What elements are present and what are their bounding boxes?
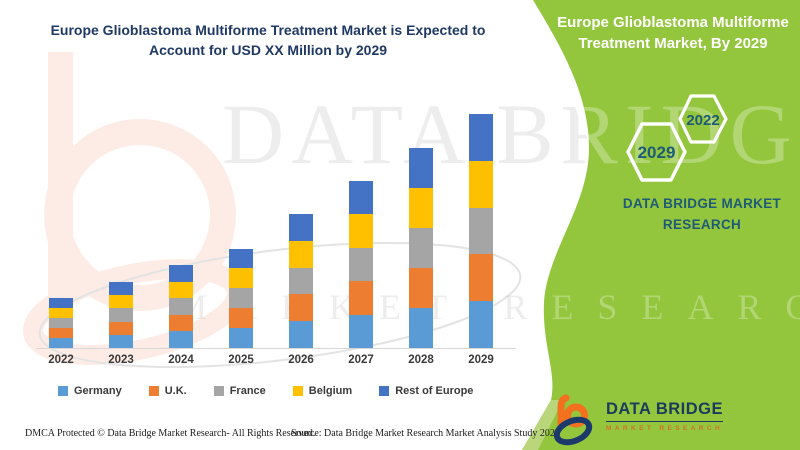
bar-segment-rest-of-europe bbox=[469, 114, 493, 161]
bar-segment-belgium bbox=[289, 240, 313, 268]
legend-label-rest-of-europe: Rest of Europe bbox=[395, 385, 474, 397]
bar-segment-germany bbox=[349, 314, 373, 348]
bar-segment-germany bbox=[409, 308, 433, 348]
bar-segment-rest-of-europe bbox=[409, 148, 433, 188]
year-hexagons: 2029 2022 bbox=[626, 94, 728, 182]
bar-2023 bbox=[109, 282, 133, 348]
bar-segment-germany bbox=[49, 338, 73, 348]
bar-segment-rest-of-europe bbox=[169, 265, 193, 282]
dmca-notice: DMCA Protected © Data Bridge Market Rese… bbox=[25, 428, 316, 439]
brand-wordmark: DATA BRIDGE MARKET RESEARCH bbox=[622, 196, 782, 232]
hexagon-2029 bbox=[626, 122, 687, 182]
bar-segment-u-k bbox=[49, 328, 73, 338]
legend-item-rest-of-europe: Rest of Europe bbox=[379, 385, 473, 397]
x-axis-label-2023: 2023 bbox=[108, 354, 134, 366]
x-axis-label-2029: 2029 bbox=[468, 354, 494, 366]
bar-segment-germany bbox=[289, 321, 313, 348]
legend-swatch-france bbox=[213, 386, 224, 396]
legend-item-france: France bbox=[213, 385, 266, 397]
legend-swatch-u-k bbox=[148, 386, 159, 396]
x-axis-labels: 2022 2023 2024 2025 2026 2027 2028 2029 bbox=[39, 354, 503, 366]
legend-item-u-k: U.K. bbox=[148, 385, 187, 397]
chart-legend: Germany U.K. France Belgium Rest of Europe bbox=[58, 385, 498, 397]
bar-segment-belgium bbox=[229, 268, 253, 289]
bar-2029 bbox=[469, 114, 493, 348]
bar-segment-france bbox=[349, 247, 373, 282]
bar-segment-belgium bbox=[49, 308, 73, 318]
legend-item-belgium: Belgium bbox=[292, 385, 353, 397]
legend-swatch-belgium bbox=[292, 386, 303, 396]
bar-segment-u-k bbox=[229, 308, 253, 329]
hexagon-2022 bbox=[678, 94, 728, 144]
bar-segment-germany bbox=[469, 301, 493, 348]
bar-segment-germany bbox=[169, 331, 193, 348]
bar-segment-germany bbox=[109, 334, 133, 348]
logo-subtitle: MARKET RESEARCH bbox=[606, 425, 724, 432]
bar-segment-france bbox=[289, 267, 313, 295]
bar-segment-rest-of-europe bbox=[289, 214, 313, 241]
legend-item-germany: Germany bbox=[58, 385, 122, 397]
bar-segment-france bbox=[409, 228, 433, 268]
bar-2022 bbox=[49, 298, 73, 348]
bar-segment-france bbox=[169, 298, 193, 315]
bar-2025 bbox=[229, 248, 253, 348]
bar-segment-france bbox=[229, 288, 253, 309]
bar-2024 bbox=[169, 265, 193, 348]
legend-label-germany: Germany bbox=[74, 385, 122, 397]
bar-segment-germany bbox=[229, 328, 253, 348]
hexagon-2029-label: 2029 bbox=[638, 143, 676, 162]
bar-segment-rest-of-europe bbox=[49, 298, 73, 308]
x-axis-line bbox=[36, 348, 516, 349]
bar-segment-belgium bbox=[169, 281, 193, 299]
x-axis-label-2025: 2025 bbox=[228, 354, 254, 366]
bar-segment-u-k bbox=[169, 314, 193, 332]
bar-segment-u-k bbox=[349, 281, 373, 315]
chart-title: Europe Glioblastoma Multiforme Treatment… bbox=[50, 22, 486, 59]
bar-segment-france bbox=[469, 207, 493, 255]
x-axis-label-2027: 2027 bbox=[348, 354, 374, 366]
bar-segment-u-k bbox=[109, 321, 133, 335]
source-notice: Source: Data Bridge Market Research Mark… bbox=[291, 428, 560, 439]
bar-chart-bars bbox=[49, 114, 493, 348]
bar-segment-belgium bbox=[469, 160, 493, 208]
bar-2026 bbox=[289, 214, 313, 348]
light-green-accent-wedge bbox=[522, 400, 563, 450]
bar-segment-belgium bbox=[409, 188, 433, 228]
bar-segment-rest-of-europe bbox=[349, 181, 373, 215]
x-axis-label-2022: 2022 bbox=[48, 354, 74, 366]
side-panel-title: Europe Glioblastoma Multiforme Treatment… bbox=[557, 14, 789, 52]
x-axis-label-2028: 2028 bbox=[408, 354, 434, 366]
data-bridge-logo-icon bbox=[553, 394, 593, 446]
legend-swatch-germany bbox=[58, 386, 68, 396]
legend-label-france: France bbox=[229, 385, 266, 397]
bar-segment-france bbox=[109, 308, 133, 322]
bar-segment-u-k bbox=[469, 254, 493, 302]
bar-segment-u-k bbox=[409, 268, 433, 308]
bar-segment-rest-of-europe bbox=[109, 282, 133, 296]
hexagon-2022-label: 2022 bbox=[686, 112, 719, 129]
bar-2028 bbox=[409, 148, 433, 348]
legend-label-belgium: Belgium bbox=[308, 385, 353, 397]
bar-2027 bbox=[349, 181, 373, 348]
bar-segment-belgium bbox=[349, 214, 373, 248]
logo-title: DATA BRIDGE bbox=[606, 400, 724, 422]
x-axis-label-2024: 2024 bbox=[168, 354, 194, 366]
x-axis-label-2026: 2026 bbox=[288, 354, 314, 366]
data-bridge-logo: DATA BRIDGE MARKET RESEARCH bbox=[552, 394, 724, 446]
bar-segment-rest-of-europe bbox=[229, 248, 253, 269]
bar-segment-belgium bbox=[109, 295, 133, 309]
bar-segment-u-k bbox=[289, 294, 313, 322]
legend-label-u-k: U.K. bbox=[164, 385, 187, 397]
legend-swatch-rest-of-europe bbox=[379, 386, 390, 396]
bar-segment-france bbox=[49, 318, 73, 328]
